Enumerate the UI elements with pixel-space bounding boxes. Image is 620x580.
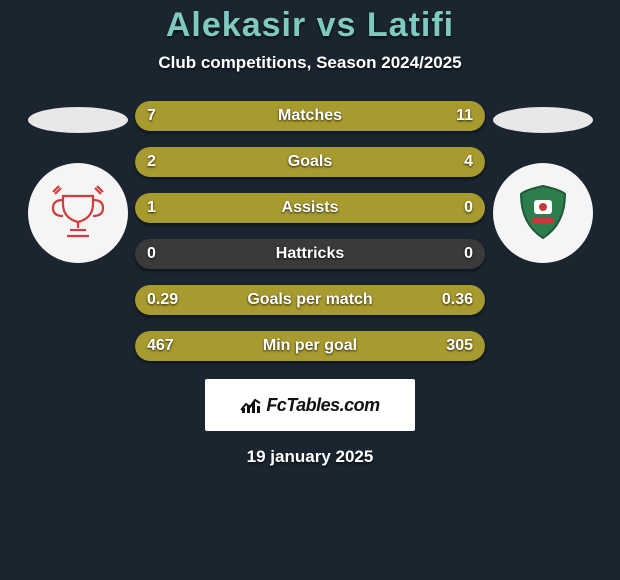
stat-label: Goals: [288, 153, 332, 171]
stat-label: Assists: [282, 199, 339, 217]
stat-value-right: 305: [446, 337, 473, 355]
trophy-icon: [43, 178, 113, 248]
brand-label: FcTables.com: [266, 395, 379, 416]
stat-value-left: 467: [147, 337, 174, 355]
bar-fill-right: [251, 147, 486, 177]
stat-bars: 7 11 Matches 2 4 Goals 1 0 Assists 0 0 Hattricks 0.2…: [135, 101, 485, 361]
stat-row: 0 0 Hattricks: [135, 239, 485, 269]
date-label: 19 january 2025: [247, 447, 374, 467]
right-team-logo: [493, 163, 593, 263]
stat-row: 0.29 0.36 Goals per match: [135, 285, 485, 315]
left-oval-shadow: [28, 107, 128, 133]
stat-label: Matches: [278, 107, 342, 125]
stat-label: Goals per match: [247, 291, 372, 309]
stat-value-left: 1: [147, 199, 156, 217]
right-team-column: [485, 101, 600, 263]
left-team-column: [20, 101, 135, 263]
stat-label: Min per goal: [263, 337, 357, 355]
right-oval-shadow: [493, 107, 593, 133]
comparison-main: 7 11 Matches 2 4 Goals 1 0 Assists 0 0 Hattricks 0.2…: [0, 101, 620, 361]
stat-value-right: 4: [464, 153, 473, 171]
stat-row: 467 305 Min per goal: [135, 331, 485, 361]
stat-value-left: 0: [147, 245, 156, 263]
brand-box[interactable]: FcTables.com: [205, 379, 415, 431]
page-subtitle: Club competitions, Season 2024/2025: [158, 53, 461, 73]
stat-value-right: 11: [456, 107, 473, 125]
stat-value-left: 7: [147, 107, 156, 125]
stat-row: 1 0 Assists: [135, 193, 485, 223]
stat-row: 2 4 Goals: [135, 147, 485, 177]
left-team-logo: [28, 163, 128, 263]
stat-value-right: 0: [464, 245, 473, 263]
stat-value-right: 0: [464, 199, 473, 217]
stat-row: 7 11 Matches: [135, 101, 485, 131]
stat-value-left: 2: [147, 153, 156, 171]
stat-value-left: 0.29: [147, 291, 178, 309]
page-title: Alekasir vs Latifi: [166, 6, 454, 45]
stat-value-right: 0.36: [442, 291, 473, 309]
chart-icon: [240, 396, 262, 414]
shield-icon: [508, 178, 578, 248]
stat-label: Hattricks: [276, 245, 344, 263]
